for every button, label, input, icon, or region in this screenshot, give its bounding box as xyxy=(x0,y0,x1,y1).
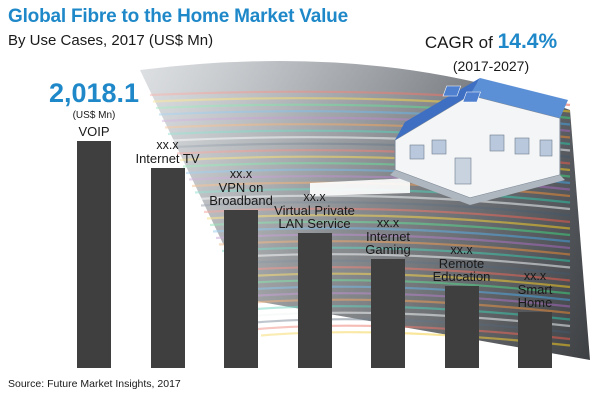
highlight-unit: (US$ Mn) xyxy=(72,110,116,121)
bar-value-label: xx.x xyxy=(450,242,473,257)
bar-vpn-on-broadband xyxy=(224,210,258,368)
cagr-value: 14.4% xyxy=(497,30,558,53)
cagr-prefix: CAGR of xyxy=(424,33,498,52)
bar-smart-home xyxy=(518,311,552,368)
chart-title: Global Fibre to the Home Market Value xyxy=(8,6,348,27)
bar-category-label: Internet Gaming xyxy=(365,228,411,257)
bar-remote-education xyxy=(444,285,479,368)
cagr-label: CAGR of 14.4% xyxy=(396,30,586,54)
bar-category-label: VPN on Broadband xyxy=(209,180,273,208)
bar-value-label: xx.x xyxy=(523,268,547,283)
bar-virtual-private-lan-service xyxy=(297,233,332,368)
highlight-value: 2,018.1 xyxy=(48,78,140,108)
bar-category-label: VOIP xyxy=(78,124,110,139)
house-icon xyxy=(390,78,568,205)
bar-internet-tv xyxy=(150,168,185,368)
chart-subtitle: By Use Cases, 2017 (US$ Mn) xyxy=(8,32,214,49)
bar-internet-gaming xyxy=(371,258,405,368)
bar-voip xyxy=(77,141,111,368)
cagr-period: (2017-2027) xyxy=(452,58,530,74)
bar-category-label: Remote Education xyxy=(432,255,491,284)
bar-value-label: xx.x xyxy=(303,190,326,205)
bar-category-label: Virtual Private LAN Service xyxy=(274,203,355,232)
bar-value-label: xx.x xyxy=(229,167,253,181)
source-note: Source: Future Market Insights, 2017 xyxy=(8,378,181,390)
bar-value-label: xx.x xyxy=(376,215,400,230)
bar-category-label: Smart Home xyxy=(517,281,553,310)
bar-value-label: xx.x xyxy=(156,138,179,152)
bar-category-label: Internet TV xyxy=(135,151,200,166)
